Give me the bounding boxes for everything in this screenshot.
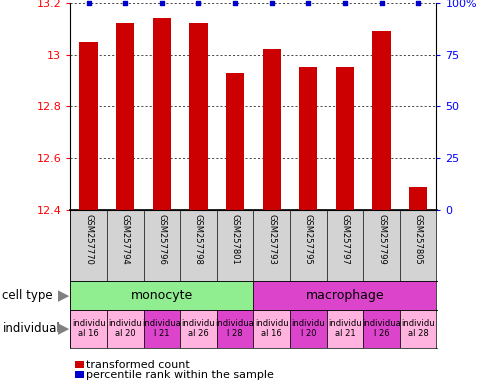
Text: individu
al 21: individu al 21 bbox=[328, 319, 361, 338]
Bar bbox=[399, 310, 436, 348]
Text: ▶: ▶ bbox=[58, 321, 69, 336]
Text: individua
l 28: individua l 28 bbox=[215, 319, 254, 338]
Text: GSM257801: GSM257801 bbox=[230, 214, 239, 264]
Text: individu
al 26: individu al 26 bbox=[182, 319, 215, 338]
Bar bbox=[326, 310, 363, 348]
Bar bbox=[70, 281, 253, 310]
Point bbox=[304, 0, 312, 6]
Text: GSM257794: GSM257794 bbox=[121, 214, 130, 264]
Bar bbox=[152, 18, 171, 210]
Text: individu
al 16: individu al 16 bbox=[72, 319, 105, 338]
Point bbox=[194, 0, 202, 6]
Bar bbox=[79, 41, 98, 210]
Text: macrophage: macrophage bbox=[305, 289, 383, 302]
Text: GSM257795: GSM257795 bbox=[303, 214, 312, 264]
Text: individu
al 28: individu al 28 bbox=[401, 319, 434, 338]
Text: GSM257796: GSM257796 bbox=[157, 214, 166, 265]
Point bbox=[377, 0, 385, 6]
Text: individual: individual bbox=[2, 322, 60, 335]
Point bbox=[413, 0, 421, 6]
Text: individua
l 21: individua l 21 bbox=[142, 319, 181, 338]
Point bbox=[267, 0, 275, 6]
Text: individu
l 20: individu l 20 bbox=[291, 319, 324, 338]
Bar bbox=[299, 68, 317, 210]
Bar bbox=[335, 68, 353, 210]
Bar bbox=[262, 50, 280, 210]
Bar bbox=[143, 310, 180, 348]
Bar bbox=[216, 310, 253, 348]
Bar bbox=[106, 310, 143, 348]
Bar bbox=[180, 310, 216, 348]
Bar bbox=[408, 187, 426, 210]
Bar bbox=[253, 310, 289, 348]
Text: ▶: ▶ bbox=[58, 288, 69, 303]
Text: transformed count: transformed count bbox=[86, 360, 190, 370]
Text: individu
al 20: individu al 20 bbox=[108, 319, 142, 338]
Text: individu
al 16: individu al 16 bbox=[255, 319, 288, 338]
Bar bbox=[372, 31, 390, 210]
Text: GSM257797: GSM257797 bbox=[340, 214, 349, 265]
Bar bbox=[289, 310, 326, 348]
Point bbox=[85, 0, 92, 6]
Text: cell type: cell type bbox=[2, 289, 53, 302]
Text: GSM257799: GSM257799 bbox=[376, 214, 385, 264]
Point bbox=[231, 0, 239, 6]
Text: individua
l 26: individua l 26 bbox=[362, 319, 400, 338]
Text: monocyte: monocyte bbox=[131, 289, 193, 302]
Bar bbox=[226, 73, 244, 210]
Bar bbox=[253, 281, 436, 310]
Text: GSM257770: GSM257770 bbox=[84, 214, 93, 265]
Text: GSM257793: GSM257793 bbox=[267, 214, 276, 265]
Bar bbox=[70, 310, 106, 348]
Bar bbox=[363, 310, 399, 348]
Point bbox=[121, 0, 129, 6]
Bar bbox=[189, 23, 207, 210]
Text: percentile rank within the sample: percentile rank within the sample bbox=[86, 370, 273, 380]
Text: GSM257805: GSM257805 bbox=[413, 214, 422, 264]
Text: GSM257798: GSM257798 bbox=[194, 214, 203, 265]
Point bbox=[158, 0, 166, 6]
Bar bbox=[116, 23, 134, 210]
Point bbox=[340, 0, 348, 6]
